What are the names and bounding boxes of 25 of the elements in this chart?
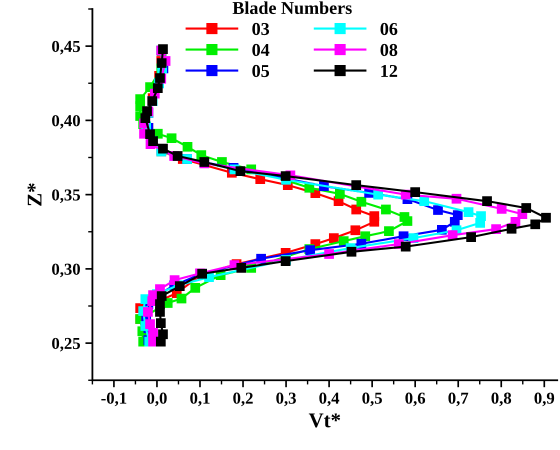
- x-tick-label: 0,6: [405, 392, 426, 406]
- x-tick-label: 0,3: [276, 392, 296, 406]
- y-tick-label: 0,25: [52, 338, 80, 352]
- y-tick-label: 0,30: [52, 264, 80, 278]
- x-axis-title: Vt*: [308, 413, 340, 428]
- x-tick-label: 0,8: [491, 392, 512, 406]
- x-tick-label: 0,9: [534, 392, 554, 406]
- legend-label: 03: [252, 22, 270, 36]
- x-tick-label: 0,5: [362, 392, 382, 406]
- legend-label: 04: [252, 44, 270, 56]
- x-tick-label: 0,4: [319, 392, 340, 406]
- legend-label: 08: [380, 44, 398, 56]
- y-tick-label: 0,45: [52, 40, 80, 54]
- x-tick-label: 0,0: [147, 392, 167, 406]
- x-tick-label: 0,2: [233, 392, 253, 406]
- x-tick-label: 0,7: [448, 392, 468, 406]
- legend-label: 06: [380, 22, 398, 36]
- y-axis-title: Z*: [28, 183, 42, 206]
- legend-label: 12: [381, 64, 398, 77]
- x-tick-label: 0,1: [190, 392, 210, 406]
- x-tick-label: -0,1: [101, 392, 126, 406]
- legend-title: Blade Numbers: [232, 1, 352, 14]
- y-tick-label: 0,35: [52, 189, 80, 203]
- legend-label: 05: [252, 64, 270, 78]
- y-tick-label: 0,40: [52, 115, 80, 129]
